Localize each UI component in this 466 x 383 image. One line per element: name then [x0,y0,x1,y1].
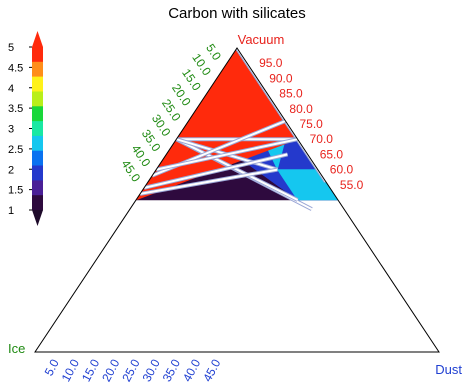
corner-label-ice: Ice [8,341,25,356]
colorbar-swatch [32,47,43,63]
tick-label-dust: 10.0 [59,357,82,383]
colorbar-tick-label: 5 [8,42,14,54]
tick-label-vacuum: 55.0 [340,178,364,192]
colorbar-tick-label: 4.5 [8,62,23,74]
mixing-line-core-10 [143,153,288,189]
corner-label-vacuum: Vacuum [238,32,285,47]
tick-label-vacuum: 95.0 [259,56,283,70]
colorbar-swatch [32,165,43,181]
tick-label-vacuum: 90.0 [269,71,293,85]
colorbar-arrow-bottom [32,210,43,226]
tick-label-vacuum: 75.0 [300,117,324,131]
mixing-line-core-5 [175,138,299,201]
axis-ticks: 95.090.085.080.075.070.065.060.055.05.01… [42,41,364,383]
colorbar-swatch [32,121,43,137]
colorbar-tick-label: 2.5 [8,144,23,156]
colorbar-swatch [32,180,43,196]
colorbar-swatch [32,150,43,166]
colorbar-tick-label: 2 [8,164,14,176]
colorbar: 5 4.5 4 3.5 3 2.5 2 1.5 1 [8,31,43,226]
tick-label-vacuum: 60.0 [330,163,354,177]
tick-label-dust: 20.0 [99,357,122,383]
tick-label-dust: 15.0 [79,357,102,383]
colorbar-swatch [32,91,43,107]
colorbar-swatch [32,135,43,152]
tick-label-dust: 30.0 [140,357,163,383]
colorbar-tick-label: 3 [8,124,14,136]
colorbar-tick-label: 3.5 [8,103,23,115]
tick-label-dust: 45.0 [200,357,223,383]
tick-label-dust: 35.0 [160,357,183,383]
colorbar-swatch [32,106,43,122]
tick-label-vacuum: 85.0 [279,87,303,101]
tick-label-vacuum: 70.0 [310,132,334,146]
corner-label-dust: Dust [435,362,462,377]
colorbar-swatch [32,195,43,211]
colorbar-arrow-top [32,31,43,47]
colorbar-tick-label: 1 [8,205,14,217]
tick-label-vacuum: 80.0 [289,102,313,116]
colorbar-tick-label: 4 [8,83,14,95]
tick-label-vacuum: 65.0 [320,147,344,161]
chart-title: Carbon with silicates [168,5,306,22]
tick-label-dust: 5.0 [42,357,62,379]
tick-label-dust: 40.0 [180,357,203,383]
triangle-frame [34,47,440,353]
colorbar-swatch [32,61,43,78]
colorbar-swatch [32,76,43,92]
tick-label-dust: 25.0 [119,357,142,383]
mixing-line-core-9 [155,138,298,171]
mixing-line-core-11 [139,168,278,195]
colorbar-tick-label: 1.5 [8,185,23,197]
